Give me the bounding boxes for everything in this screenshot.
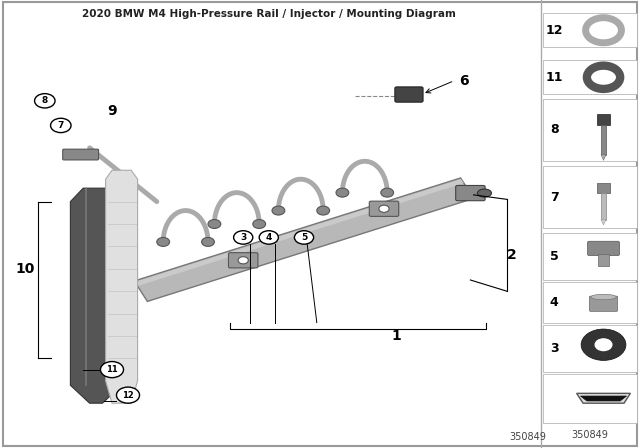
- Circle shape: [253, 220, 266, 228]
- FancyBboxPatch shape: [601, 125, 606, 155]
- Text: 10: 10: [16, 262, 35, 276]
- Text: 4: 4: [266, 233, 272, 242]
- Text: 350849: 350849: [572, 430, 608, 439]
- FancyBboxPatch shape: [228, 253, 258, 268]
- FancyBboxPatch shape: [456, 185, 485, 201]
- Circle shape: [157, 237, 170, 246]
- Text: 3: 3: [550, 342, 559, 355]
- Text: 8: 8: [42, 96, 48, 105]
- Text: 3: 3: [240, 233, 246, 242]
- FancyBboxPatch shape: [543, 166, 637, 228]
- FancyBboxPatch shape: [543, 325, 637, 372]
- Circle shape: [597, 73, 610, 82]
- Circle shape: [35, 94, 55, 108]
- Polygon shape: [135, 179, 464, 286]
- FancyBboxPatch shape: [543, 13, 637, 47]
- Polygon shape: [106, 170, 138, 403]
- Circle shape: [116, 387, 140, 403]
- Polygon shape: [134, 178, 474, 302]
- FancyBboxPatch shape: [543, 233, 637, 280]
- Circle shape: [336, 188, 349, 197]
- Polygon shape: [601, 220, 606, 225]
- Circle shape: [259, 231, 278, 244]
- FancyBboxPatch shape: [369, 201, 399, 216]
- Circle shape: [595, 339, 612, 350]
- Circle shape: [379, 205, 389, 212]
- Polygon shape: [601, 155, 606, 160]
- Text: 1: 1: [392, 329, 402, 343]
- Text: 11: 11: [545, 71, 563, 84]
- Circle shape: [581, 329, 626, 360]
- FancyBboxPatch shape: [597, 183, 610, 193]
- FancyBboxPatch shape: [543, 60, 637, 94]
- Text: 7: 7: [550, 190, 559, 204]
- Text: 11: 11: [106, 365, 118, 374]
- Text: 350849: 350849: [509, 432, 547, 442]
- Circle shape: [272, 206, 285, 215]
- FancyBboxPatch shape: [597, 114, 610, 125]
- Ellipse shape: [477, 189, 492, 197]
- Polygon shape: [577, 393, 630, 403]
- Text: 4: 4: [550, 296, 559, 309]
- Text: 2020 BMW M4 High-Pressure Rail / Injector / Mounting Diagram: 2020 BMW M4 High-Pressure Rail / Injecto…: [82, 9, 456, 19]
- FancyBboxPatch shape: [63, 149, 99, 160]
- Circle shape: [202, 237, 214, 246]
- Circle shape: [595, 24, 612, 37]
- Polygon shape: [70, 188, 122, 403]
- Circle shape: [317, 206, 330, 215]
- Circle shape: [100, 362, 124, 378]
- Text: 6: 6: [459, 73, 469, 88]
- Text: 9: 9: [107, 104, 117, 118]
- Circle shape: [51, 118, 71, 133]
- FancyBboxPatch shape: [589, 296, 618, 311]
- Polygon shape: [580, 396, 627, 401]
- Text: 2: 2: [507, 248, 517, 263]
- Circle shape: [238, 257, 248, 264]
- Text: 12: 12: [545, 24, 563, 37]
- Circle shape: [234, 231, 253, 244]
- Text: 12: 12: [122, 391, 134, 400]
- Circle shape: [381, 188, 394, 197]
- Text: 7: 7: [58, 121, 64, 130]
- FancyBboxPatch shape: [598, 254, 609, 266]
- Text: 5: 5: [550, 250, 559, 263]
- Ellipse shape: [591, 294, 616, 300]
- Circle shape: [208, 220, 221, 228]
- FancyBboxPatch shape: [3, 2, 637, 446]
- FancyBboxPatch shape: [601, 193, 606, 220]
- FancyBboxPatch shape: [588, 241, 620, 255]
- FancyBboxPatch shape: [395, 87, 423, 102]
- Text: 5: 5: [301, 233, 307, 242]
- Circle shape: [294, 231, 314, 244]
- Text: 8: 8: [550, 123, 559, 137]
- FancyBboxPatch shape: [543, 99, 637, 161]
- FancyBboxPatch shape: [543, 374, 637, 423]
- FancyBboxPatch shape: [543, 282, 637, 323]
